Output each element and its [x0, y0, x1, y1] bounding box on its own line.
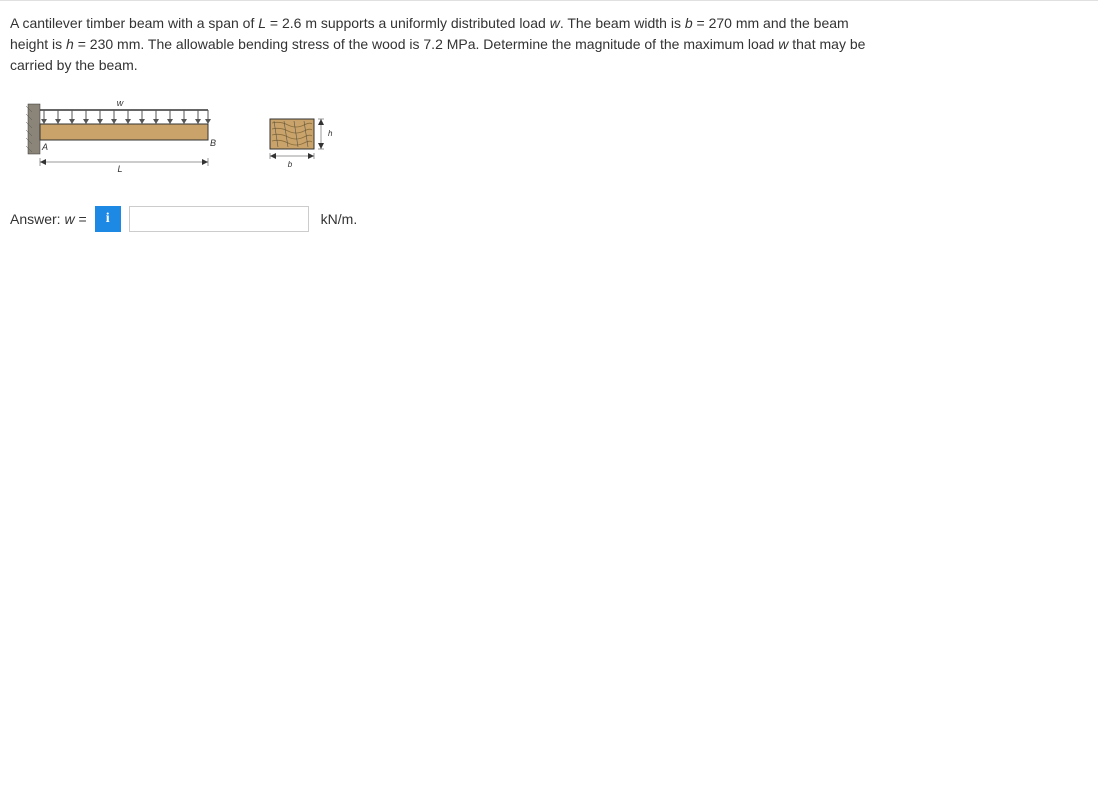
answer-prefix: Answer:	[10, 211, 64, 227]
section-diagram: h b	[260, 111, 340, 171]
var-w: w	[550, 15, 560, 31]
svg-text:b: b	[288, 160, 293, 169]
info-icon-label: i	[106, 211, 110, 227]
answer-label: Answer: w =	[10, 211, 87, 227]
var-w2: w	[778, 36, 788, 52]
diagram-row: w A B L	[20, 96, 1088, 176]
svg-text:A: A	[41, 142, 48, 152]
problem-container: A cantilever timber beam with a span of …	[0, 0, 1098, 244]
text-part-5: = 230 mm. The allowable bending stress o…	[74, 36, 778, 52]
answer-equals: =	[75, 211, 87, 227]
answer-var: w	[64, 211, 74, 227]
text-part-1: A cantilever timber beam with a span of	[10, 15, 258, 31]
answer-input[interactable]	[129, 206, 309, 232]
info-icon[interactable]: i	[95, 206, 121, 232]
var-L: L	[258, 15, 266, 31]
svg-text:B: B	[210, 138, 216, 148]
svg-text:L: L	[117, 164, 122, 174]
unit-label: kN/m.	[321, 211, 358, 227]
svg-text:h: h	[328, 129, 333, 138]
text-part-2: = 2.6 m supports a uniformly distributed…	[266, 15, 550, 31]
var-h: h	[66, 36, 74, 52]
problem-statement: A cantilever timber beam with a span of …	[10, 13, 890, 76]
beam-diagram: w A B L	[20, 96, 220, 176]
var-b: b	[685, 15, 693, 31]
svg-text:w: w	[117, 98, 124, 108]
answer-row: Answer: w = i kN/m.	[10, 206, 1088, 232]
text-part-3: . The beam width is	[560, 15, 685, 31]
